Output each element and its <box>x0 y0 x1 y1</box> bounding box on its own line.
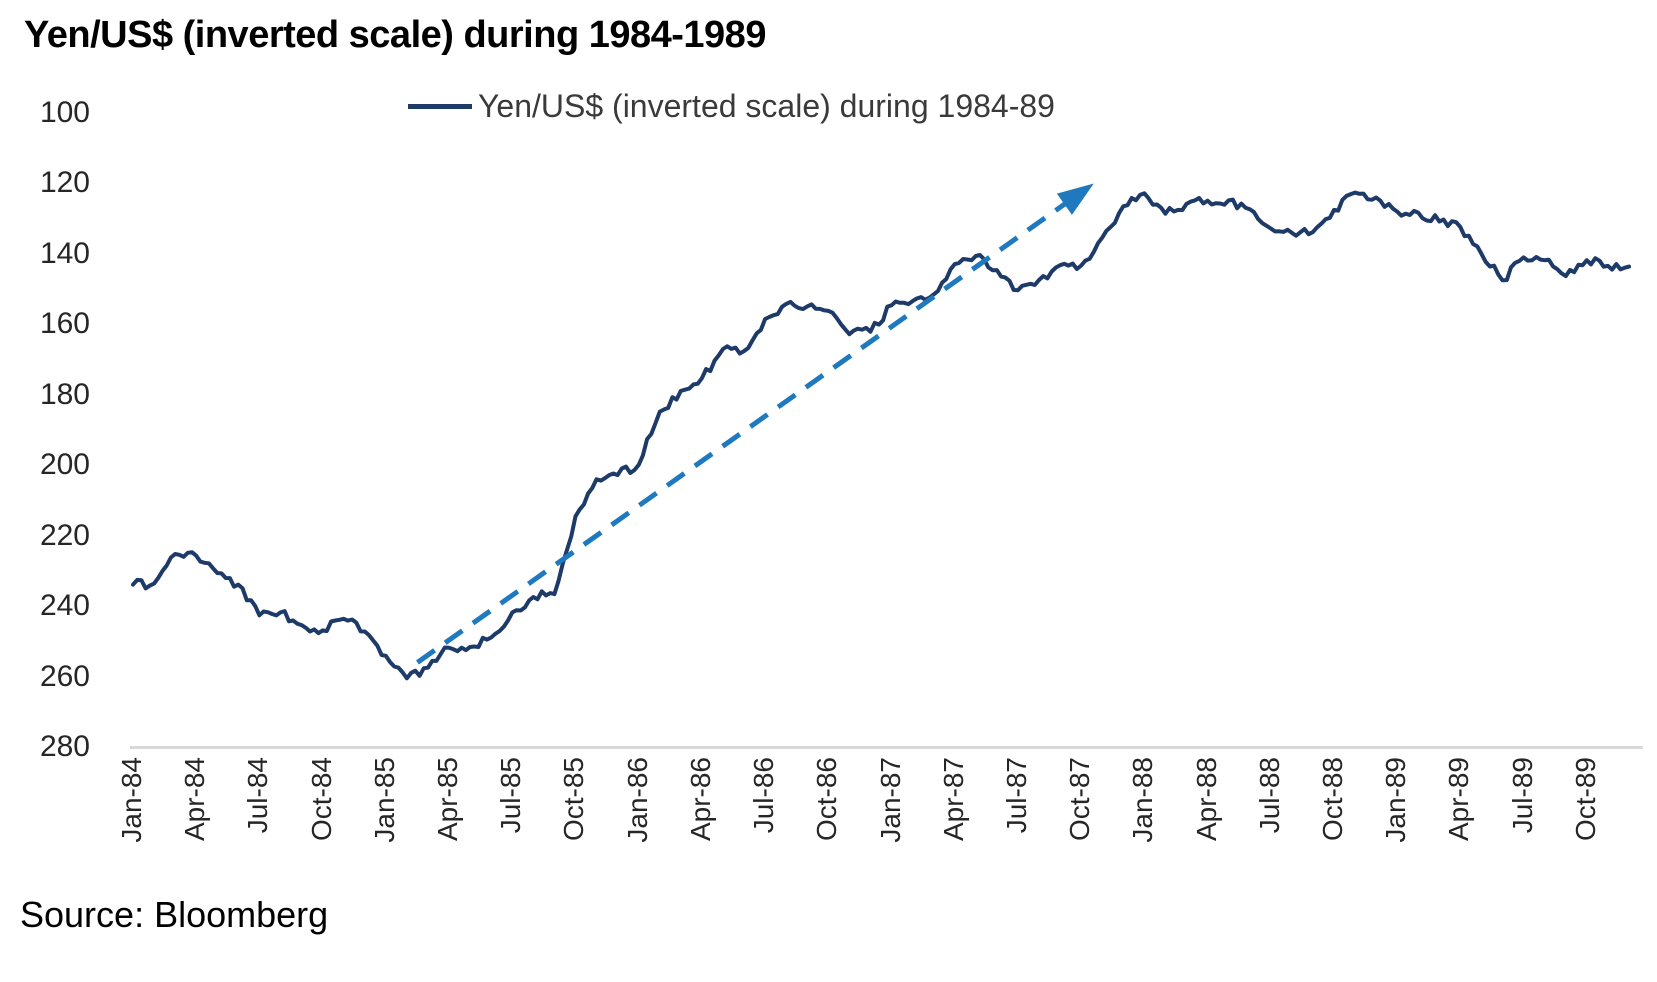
trend-arrow-line <box>416 196 1075 665</box>
trend-arrow-head <box>1056 183 1094 215</box>
y-tick-label: 220 <box>39 518 90 552</box>
legend-label: Yen/US$ (inverted scale) during 1984-89 <box>478 88 1055 124</box>
y-tick-label: 160 <box>39 307 90 341</box>
y-tick-label: 240 <box>39 589 90 623</box>
chart-title: Yen/US$ (inverted scale) during 1984-198… <box>24 14 766 56</box>
y-tick-label: 260 <box>39 659 90 693</box>
y-tick-label: 200 <box>39 448 90 482</box>
y-tick-label: 120 <box>39 166 90 200</box>
y-tick-label: 280 <box>39 729 90 763</box>
legend-line-marker <box>408 104 472 109</box>
legend: Yen/US$ (inverted scale) during 1984-89 <box>408 88 1055 125</box>
series-line <box>131 190 1631 681</box>
y-tick-label: 140 <box>39 236 90 270</box>
source-note: Source: Bloomberg <box>20 894 329 935</box>
y-tick-label: 100 <box>39 96 90 129</box>
y-tick-label: 180 <box>39 377 90 411</box>
